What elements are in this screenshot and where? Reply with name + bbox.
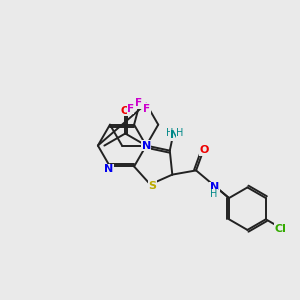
Text: Cl: Cl (274, 224, 286, 234)
Text: F: F (143, 104, 151, 114)
Text: S: S (148, 181, 157, 191)
Text: N: N (210, 182, 219, 192)
Text: N: N (104, 164, 113, 174)
Text: H: H (210, 189, 218, 199)
Text: N: N (170, 130, 179, 140)
Text: O: O (199, 146, 208, 155)
Text: H: H (166, 128, 173, 138)
Text: N: N (142, 141, 151, 151)
Text: H: H (176, 128, 184, 138)
Text: F: F (135, 98, 142, 108)
Text: F: F (127, 104, 134, 114)
Text: O: O (121, 106, 130, 116)
